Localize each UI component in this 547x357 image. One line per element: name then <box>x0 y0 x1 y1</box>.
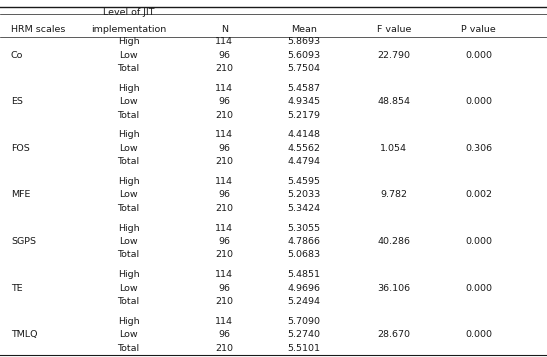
Text: High: High <box>118 270 139 279</box>
Text: F value: F value <box>377 25 411 34</box>
Text: High: High <box>118 177 139 186</box>
Text: 114: 114 <box>216 177 233 186</box>
Text: TMLQ: TMLQ <box>11 330 37 339</box>
Text: 210: 210 <box>216 297 233 306</box>
Text: 114: 114 <box>216 223 233 233</box>
Text: 0.000: 0.000 <box>465 237 492 246</box>
Text: 28.670: 28.670 <box>377 330 410 339</box>
Text: 5.4851: 5.4851 <box>287 270 320 279</box>
Text: 4.4794: 4.4794 <box>287 157 320 166</box>
Text: Low: Low <box>119 190 138 200</box>
Text: 96: 96 <box>218 283 230 293</box>
Text: High: High <box>118 317 139 326</box>
Text: Low: Low <box>119 283 138 293</box>
Text: Total: Total <box>118 297 139 306</box>
Text: 210: 210 <box>216 250 233 260</box>
Text: 4.4148: 4.4148 <box>287 130 320 140</box>
Text: 48.854: 48.854 <box>377 97 410 106</box>
Text: implementation: implementation <box>91 25 166 34</box>
Text: 5.3055: 5.3055 <box>287 223 320 233</box>
Text: 5.2033: 5.2033 <box>287 190 320 200</box>
Text: 5.2179: 5.2179 <box>287 111 320 120</box>
Text: Mean: Mean <box>290 25 317 34</box>
Text: 5.2740: 5.2740 <box>287 330 320 339</box>
Text: 114: 114 <box>216 84 233 93</box>
Text: 9.782: 9.782 <box>380 190 408 200</box>
Text: Total: Total <box>118 343 139 353</box>
Text: 0.000: 0.000 <box>465 97 492 106</box>
Text: Low: Low <box>119 144 138 153</box>
Text: 0.306: 0.306 <box>465 144 492 153</box>
Text: 5.7090: 5.7090 <box>287 317 320 326</box>
Text: 114: 114 <box>216 37 233 46</box>
Text: ES: ES <box>11 97 23 106</box>
Text: 5.5101: 5.5101 <box>287 343 320 353</box>
Text: 22.790: 22.790 <box>377 51 410 60</box>
Text: 4.5562: 4.5562 <box>287 144 320 153</box>
Text: 96: 96 <box>218 51 230 60</box>
Text: Co: Co <box>11 51 24 60</box>
Text: High: High <box>118 223 139 233</box>
Text: 5.0683: 5.0683 <box>287 250 320 260</box>
Text: P value: P value <box>461 25 496 34</box>
Text: 5.4595: 5.4595 <box>287 177 320 186</box>
Text: Low: Low <box>119 51 138 60</box>
Text: 5.4587: 5.4587 <box>287 84 320 93</box>
Text: High: High <box>118 84 139 93</box>
Text: 0.000: 0.000 <box>465 283 492 293</box>
Text: 5.2494: 5.2494 <box>287 297 320 306</box>
Text: Low: Low <box>119 97 138 106</box>
Text: 5.3424: 5.3424 <box>287 204 320 213</box>
Text: 96: 96 <box>218 330 230 339</box>
Text: 96: 96 <box>218 190 230 200</box>
Text: Total: Total <box>118 157 139 166</box>
Text: 210: 210 <box>216 343 233 353</box>
Text: HRM scales: HRM scales <box>11 25 65 34</box>
Text: 96: 96 <box>218 144 230 153</box>
Text: 5.8693: 5.8693 <box>287 37 320 46</box>
Text: Total: Total <box>118 64 139 73</box>
Text: N: N <box>221 25 228 34</box>
Text: 5.7504: 5.7504 <box>287 64 320 73</box>
Text: FOS: FOS <box>11 144 30 153</box>
Text: Total: Total <box>118 250 139 260</box>
Text: 0.000: 0.000 <box>465 330 492 339</box>
Text: 40.286: 40.286 <box>377 237 410 246</box>
Text: 0.002: 0.002 <box>465 190 492 200</box>
Text: 4.9345: 4.9345 <box>287 97 320 106</box>
Text: 36.106: 36.106 <box>377 283 410 293</box>
Text: Level of JIT: Level of JIT <box>103 8 154 17</box>
Text: High: High <box>118 37 139 46</box>
Text: 114: 114 <box>216 270 233 279</box>
Text: 96: 96 <box>218 237 230 246</box>
Text: 96: 96 <box>218 97 230 106</box>
Text: Low: Low <box>119 237 138 246</box>
Text: Total: Total <box>118 111 139 120</box>
Text: 0.000: 0.000 <box>465 51 492 60</box>
Text: 4.7866: 4.7866 <box>287 237 320 246</box>
Text: 114: 114 <box>216 317 233 326</box>
Text: 210: 210 <box>216 204 233 213</box>
Text: 210: 210 <box>216 157 233 166</box>
Text: SGPS: SGPS <box>11 237 36 246</box>
Text: 1.054: 1.054 <box>380 144 408 153</box>
Text: 4.9696: 4.9696 <box>287 283 320 293</box>
Text: High: High <box>118 130 139 140</box>
Text: TE: TE <box>11 283 22 293</box>
Text: Low: Low <box>119 330 138 339</box>
Text: Total: Total <box>118 204 139 213</box>
Text: MFE: MFE <box>11 190 30 200</box>
Text: 210: 210 <box>216 111 233 120</box>
Text: 5.6093: 5.6093 <box>287 51 320 60</box>
Text: 114: 114 <box>216 130 233 140</box>
Text: 210: 210 <box>216 64 233 73</box>
